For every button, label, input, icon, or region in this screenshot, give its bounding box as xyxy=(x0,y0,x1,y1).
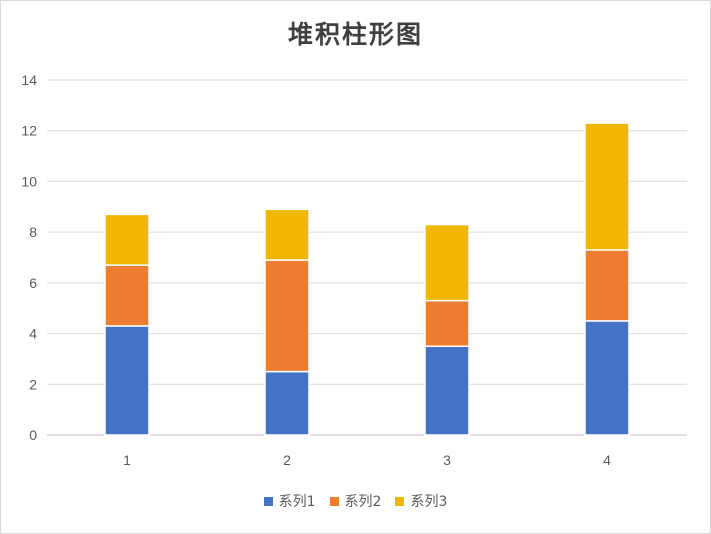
y-tick-label: 8 xyxy=(29,224,37,240)
chart-title: 堆积柱形图 xyxy=(287,20,423,49)
y-tick-label: 14 xyxy=(21,72,37,88)
chart-legend: 系列1 系列2 系列3 xyxy=(1,491,710,511)
legend-item: 系列1 xyxy=(263,491,316,511)
bar-segment-2 xyxy=(264,259,310,373)
x-tick-label: 3 xyxy=(443,452,451,468)
bar-segment-2 xyxy=(584,249,630,322)
y-tick-label: 4 xyxy=(29,326,37,342)
bar-segment-2 xyxy=(104,264,150,327)
bar-segment-1 xyxy=(104,325,150,436)
y-tick-label: 6 xyxy=(29,275,37,291)
x-tick-label: 2 xyxy=(283,452,291,468)
bar-segment-3 xyxy=(584,122,630,251)
y-tick-label: 2 xyxy=(29,376,37,392)
legend-label: 系列1 xyxy=(278,494,316,510)
y-tick-label: 0 xyxy=(29,427,37,443)
bar-segment-1 xyxy=(424,345,470,436)
legend-swatch xyxy=(263,496,273,506)
bar-segment-1 xyxy=(584,320,630,436)
legend-label: 系列3 xyxy=(410,494,448,510)
bar-segment-3 xyxy=(104,213,150,266)
x-tick-label: 4 xyxy=(603,452,611,468)
legend-item: 系列2 xyxy=(329,491,382,511)
bar-segment-3 xyxy=(424,223,470,302)
bar-segment-1 xyxy=(264,370,310,436)
y-tick-label: 12 xyxy=(21,123,37,139)
x-tick-label: 1 xyxy=(123,452,131,468)
bar-segment-3 xyxy=(264,208,310,261)
legend-swatch xyxy=(329,496,339,506)
bar-segment-2 xyxy=(424,299,470,348)
y-tick-label: 10 xyxy=(21,173,37,189)
legend-label: 系列2 xyxy=(344,494,382,510)
legend-item: 系列3 xyxy=(395,491,447,511)
legend-swatch xyxy=(395,496,405,506)
